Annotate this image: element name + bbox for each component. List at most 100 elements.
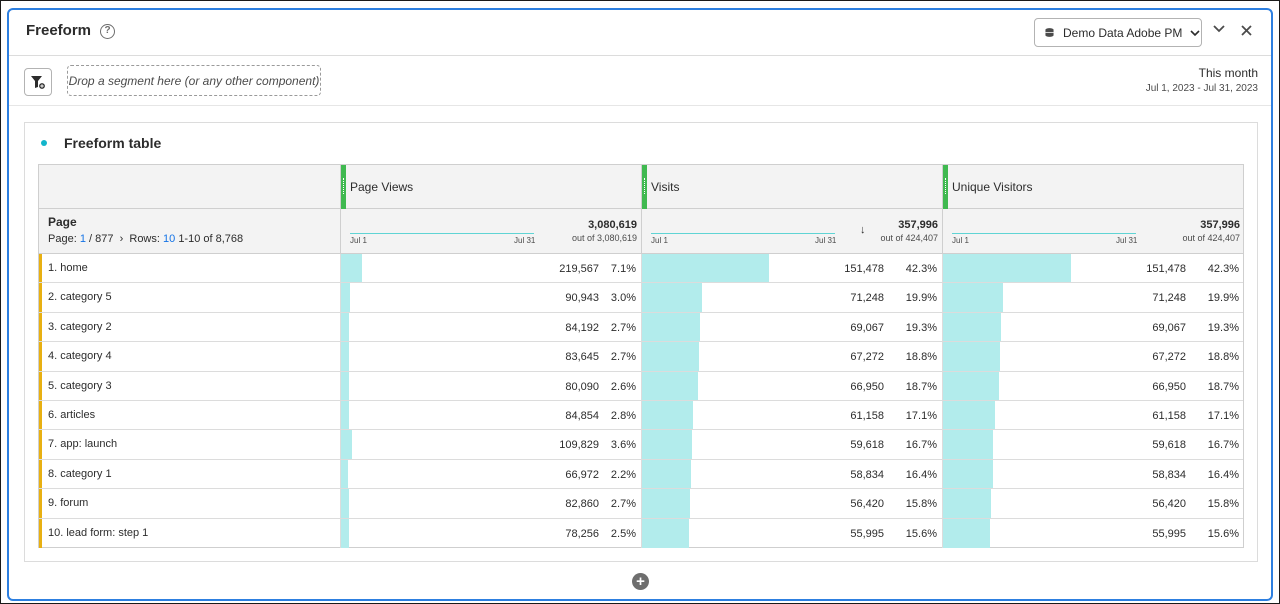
metric-value: 55,995 <box>850 527 884 540</box>
table-row[interactable]: 5. category 3 80,090 2.6% 66,950 18.7% 66,950… <box>39 371 1244 401</box>
help-icon[interactable]: ? <box>100 24 115 39</box>
row-dimension-label[interactable]: 5. category 3 <box>48 379 112 392</box>
row-dimension-label[interactable]: 2. category 5 <box>48 291 112 304</box>
metric-bar <box>642 518 689 548</box>
dimension-name[interactable]: Page <box>48 215 77 229</box>
segment-filter-button[interactable] <box>24 68 52 96</box>
metric-value: 83,645 <box>565 351 599 364</box>
metric-cell-pv[interactable]: 109,829 3.6% <box>340 430 641 459</box>
metric-bar <box>341 254 362 283</box>
metric-cell-u[interactable]: 66,950 18.7% <box>942 371 1244 400</box>
metric-header-page-views[interactable]: Page Views <box>340 165 641 209</box>
table-row[interactable]: 4. category 4 83,645 2.7% 67,272 18.8% 67,272… <box>39 342 1244 372</box>
metric-bar <box>341 489 349 518</box>
row-dimension-label[interactable]: 6. articles <box>48 408 96 421</box>
metric-percent: 15.8% <box>1207 498 1239 511</box>
metric-cell-u[interactable]: 59,618 16.7% <box>942 430 1244 459</box>
metric-cell-u[interactable]: 67,272 18.8% <box>942 342 1244 371</box>
freeform-table-container: Freeform table Page Views Visits Unique … <box>24 122 1258 562</box>
metric-bar <box>943 371 999 400</box>
drag-handle[interactable] <box>341 165 346 209</box>
metric-label: Unique Visitors <box>952 180 1033 194</box>
metric-percent: 18.7% <box>905 380 937 393</box>
metric-cell-v[interactable]: 59,618 16.7% <box>641 430 942 459</box>
table-row[interactable]: 9. forum 82,860 2.7% 56,420 15.8% 56,420 15.8% <box>39 489 1244 519</box>
row-dimension-label[interactable]: 4. category 4 <box>48 350 112 363</box>
metric-cell-u[interactable]: 71,248 19.9% <box>942 283 1244 312</box>
drag-handle[interactable] <box>943 165 948 209</box>
metric-value: 69,067 <box>850 321 884 334</box>
data-source-picker[interactable]: Demo Data Adobe PM <box>1034 18 1202 47</box>
rows-per-page[interactable]: 10 <box>163 233 176 245</box>
table-title[interactable]: Freeform table <box>64 135 162 151</box>
metric-cell-u[interactable]: 151,478 42.3% <box>942 254 1244 283</box>
metric-cell-v[interactable]: 69,067 19.3% <box>641 312 942 342</box>
metric-cell-v[interactable]: 151,478 42.3% <box>641 254 942 283</box>
table-row[interactable]: 3. category 2 84,192 2.7% 69,067 19.3% 69,067… <box>39 312 1244 343</box>
metric-cell-v[interactable]: 71,248 19.9% <box>641 283 942 312</box>
sort-down-icon[interactable]: ↓ <box>860 224 866 236</box>
metric-cell-pv[interactable]: 219,567 7.1% <box>340 254 641 283</box>
row-dimension-label[interactable]: 1. home <box>48 262 88 274</box>
table-row[interactable]: 1. home 219,567 7.1% 151,478 42.3% 151,478 42.… <box>39 254 1244 284</box>
freeform-table: Page Views Visits Unique Visitors Page P… <box>38 164 1244 548</box>
metric-cell-pv[interactable]: 84,192 2.7% <box>340 312 641 342</box>
date-preset-label[interactable]: This month <box>1198 66 1258 80</box>
table-body: 1. home 219,567 7.1% 151,478 42.3% 151,478 42.… <box>39 254 1243 548</box>
metric-header-unique-visitors[interactable]: Unique Visitors <box>942 165 1244 209</box>
metric-cell-u[interactable]: 58,834 16.4% <box>942 459 1244 489</box>
table-row[interactable]: 10. lead form: step 1 78,256 2.5% 55,995 15.… <box>39 518 1244 548</box>
close-icon[interactable] <box>1241 25 1252 36</box>
metric-cell-pv[interactable]: 82,860 2.7% <box>340 489 641 518</box>
metric-value: 66,972 <box>565 468 599 481</box>
row-dimension-label[interactable]: 8. category 1 <box>48 467 112 480</box>
metric-cell-v[interactable]: 58,834 16.4% <box>641 459 942 489</box>
metric-header-visits[interactable]: Visits <box>641 165 942 209</box>
table-row[interactable]: 2. category 5 90,943 3.0% 71,248 19.9% 71,248… <box>39 283 1244 313</box>
segment-dropzone[interactable]: Drop a segment here (or any other compon… <box>67 65 321 96</box>
page-total: / 877 <box>89 233 114 245</box>
metric-cell-u[interactable]: 55,995 15.6% <box>942 518 1244 548</box>
sparkline <box>651 233 835 234</box>
metric-cell-pv[interactable]: 84,854 2.8% <box>340 400 641 430</box>
collapse-chevron-icon[interactable] <box>1213 25 1225 33</box>
metric-cell-u[interactable]: 56,420 15.8% <box>942 489 1244 518</box>
next-page-icon[interactable]: › <box>116 233 127 245</box>
table-status-dot <box>41 140 47 146</box>
metric-percent: 15.6% <box>1207 527 1239 540</box>
metric-bar <box>341 312 349 342</box>
row-dimension-label[interactable]: 10. lead form: step 1 <box>48 526 149 539</box>
metric-percent: 18.7% <box>1207 380 1239 393</box>
sparkline <box>350 233 534 234</box>
row-dimension-label[interactable]: 9. forum <box>48 497 89 510</box>
page-number[interactable]: 1 <box>79 233 86 245</box>
table-row[interactable]: 6. articles 84,854 2.8% 61,158 17.1% 61,158 17… <box>39 400 1244 431</box>
metric-percent: 16.7% <box>905 439 937 452</box>
drag-handle[interactable] <box>642 165 647 209</box>
metric-cell-u[interactable]: 61,158 17.1% <box>942 400 1244 430</box>
metric-cell-pv[interactable]: 78,256 2.5% <box>340 518 641 548</box>
metric-cell-u[interactable]: 69,067 19.3% <box>942 312 1244 342</box>
metric-total: 357,996 <box>898 219 938 231</box>
date-range-label[interactable]: Jul 1, 2023 - Jul 31, 2023 <box>1145 83 1258 94</box>
metric-cell-v[interactable]: 55,995 15.6% <box>641 518 942 548</box>
metric-cell-pv[interactable]: 83,645 2.7% <box>340 342 641 371</box>
metric-cell-v[interactable]: 67,272 18.8% <box>641 342 942 371</box>
metric-percent: 19.9% <box>905 292 937 305</box>
row-accent <box>39 371 42 400</box>
row-dimension-label[interactable]: 3. category 2 <box>48 320 112 333</box>
metric-cell-pv[interactable]: 66,972 2.2% <box>340 459 641 489</box>
row-dimension-label[interactable]: 7. app: launch <box>48 438 118 451</box>
add-icon[interactable]: + <box>632 573 649 590</box>
metric-bar <box>642 371 698 400</box>
metric-cell-pv[interactable]: 90,943 3.0% <box>340 283 641 312</box>
metric-cell-v[interactable]: 66,950 18.7% <box>641 371 942 400</box>
metric-cell-pv[interactable]: 80,090 2.6% <box>340 371 641 400</box>
table-row[interactable]: 8. category 1 66,972 2.2% 58,834 16.4% 58,834… <box>39 459 1244 490</box>
metric-out-of: out of 424,407 <box>1182 233 1240 243</box>
metric-cell-v[interactable]: 56,420 15.8% <box>641 489 942 518</box>
metric-value: 66,950 <box>1152 380 1186 393</box>
metric-bar <box>341 371 349 400</box>
table-row[interactable]: 7. app: launch 109,829 3.6% 59,618 16.7% 59,6… <box>39 430 1244 460</box>
metric-cell-v[interactable]: 61,158 17.1% <box>641 400 942 430</box>
